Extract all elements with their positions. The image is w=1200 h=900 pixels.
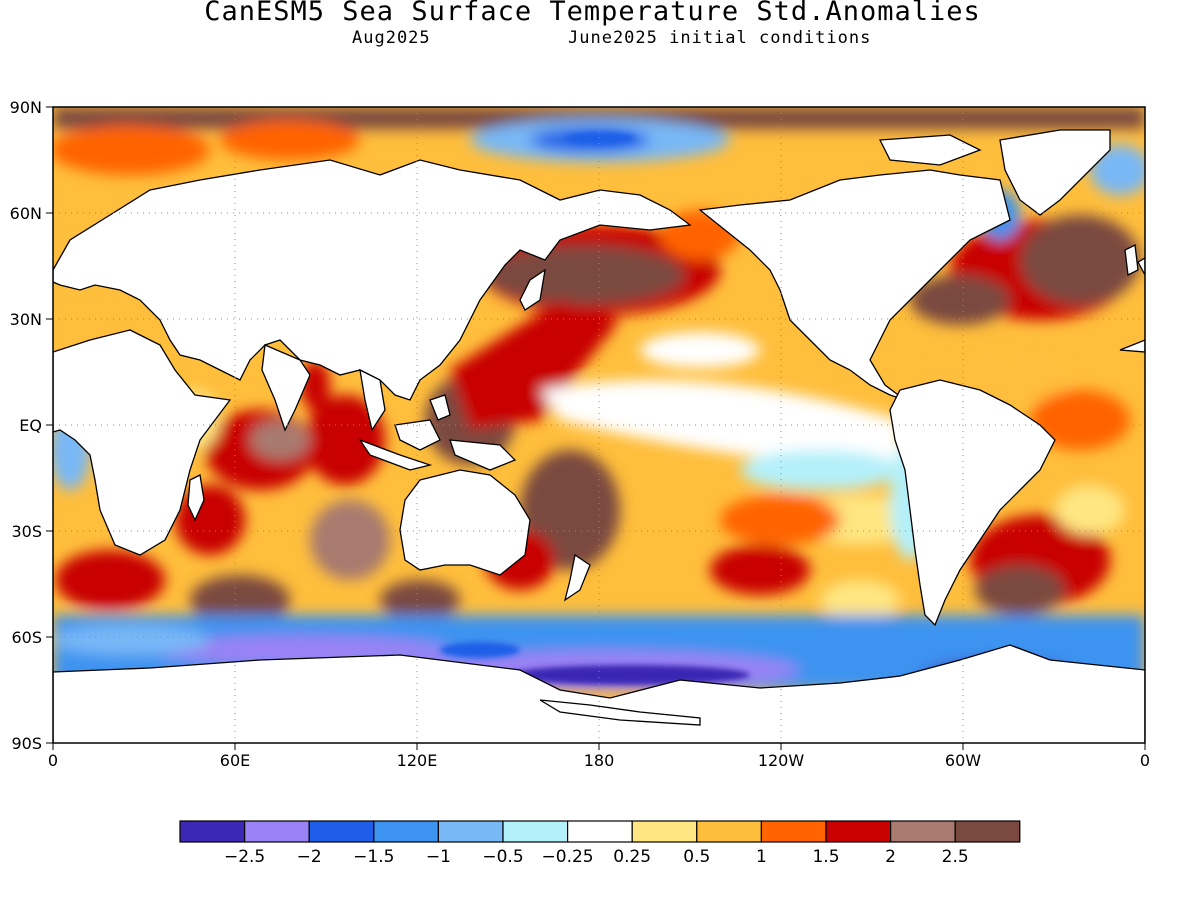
latitude-labels: 90N 60N 30N EQ 30S 60S 90S <box>10 98 42 753</box>
lon-tick-label: 120E <box>397 751 438 770</box>
lon-tick-label: 120W <box>758 751 805 770</box>
axis-ticks <box>46 106 1146 750</box>
continents <box>53 129 1145 743</box>
lat-tick-label: 30S <box>11 522 42 541</box>
lat-tick-label: 30N <box>10 310 42 329</box>
init-conditions-label: June2025 initial conditions <box>568 28 872 48</box>
valid-month-label: Aug2025 <box>352 28 431 48</box>
graticule <box>53 107 1145 743</box>
colorbar-swatch <box>566 820 633 843</box>
colorbar-label: −1.5 <box>353 847 394 867</box>
colorbar-label: 2 <box>885 847 896 867</box>
colorbar: −2.5 −2 −1.5 −1 −0.5 −0.25 0.25 0.5 1 1.5 2 2.5 <box>179 820 1021 867</box>
map-title: CanESM5 Sea Surface Temperature Std.Anom… <box>204 0 981 27</box>
colorbar-label: −1 <box>426 847 451 867</box>
colorbar-label: −2.5 <box>224 847 265 867</box>
colorbar-label: −2 <box>297 847 322 867</box>
longitude-labels: 0 60E 120E 180 120W 60W 0 <box>48 751 1150 770</box>
lon-tick-label: 60E <box>220 751 250 770</box>
colorbar-label: 1.5 <box>812 847 839 867</box>
colorbar-label: 1 <box>756 847 767 867</box>
lat-tick-label: 60N <box>10 204 42 223</box>
lon-tick-label: 0 <box>48 751 58 770</box>
lon-tick-label: 0 <box>1140 751 1150 770</box>
lon-tick-label: 180 <box>584 751 615 770</box>
colorbar-label: 0.25 <box>613 847 651 867</box>
colorbar-swatch <box>954 820 1021 843</box>
colorbar-swatch <box>244 820 310 843</box>
colorbar-swatch <box>308 820 375 843</box>
colorbar-swatch <box>179 820 246 843</box>
colorbar-label: 2.5 <box>942 847 969 867</box>
lat-tick-label: 90N <box>10 98 42 117</box>
colorbar-label: 0.5 <box>683 847 710 867</box>
colorbar-swatch <box>889 820 956 843</box>
colorbar-label: −0.5 <box>482 847 523 867</box>
lon-tick-label: 60W <box>945 751 981 770</box>
ocean-field <box>53 107 1145 743</box>
lat-tick-label: EQ <box>19 416 42 435</box>
colorbar-label: −0.25 <box>542 847 594 867</box>
colorbar-swatch <box>437 820 504 843</box>
colorbar-swatch <box>502 820 569 843</box>
colorbar-swatch <box>760 820 827 843</box>
colorbar-swatch <box>696 820 762 843</box>
colorbar-swatch <box>631 820 698 843</box>
colorbar-swatch <box>373 820 439 843</box>
lat-tick-label: 60S <box>11 628 42 647</box>
colorbar-swatch <box>825 820 892 843</box>
lat-tick-label: 90S <box>11 734 42 753</box>
